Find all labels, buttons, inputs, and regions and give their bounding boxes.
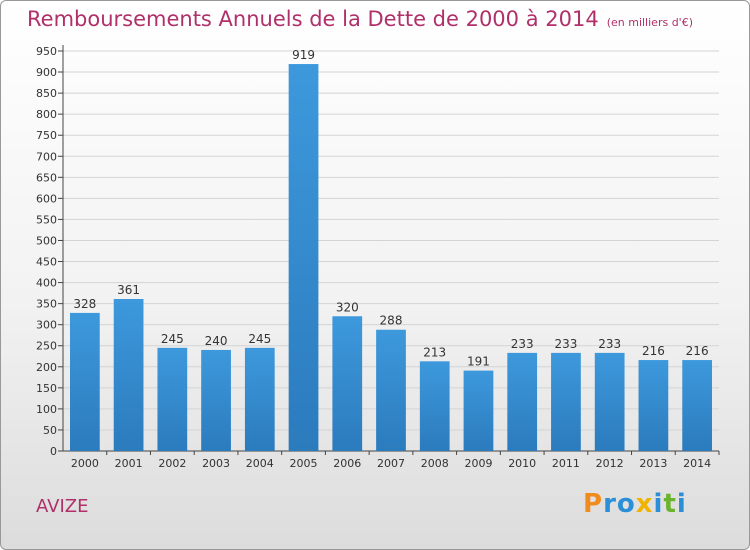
bar: [244, 347, 275, 451]
y-tick-label: 250: [36, 340, 57, 353]
data-label: 288: [380, 314, 403, 328]
bar: [594, 352, 625, 451]
x-tick-label: 2014: [683, 457, 711, 470]
y-tick-label: 100: [36, 403, 57, 416]
data-label: 240: [205, 334, 228, 348]
logo-letter: P: [583, 489, 604, 519]
y-tick-label: 400: [36, 277, 57, 290]
y-tick-label: 600: [36, 192, 57, 205]
y-tick-label: 550: [36, 213, 57, 226]
bar: [157, 347, 188, 451]
x-tick-label: 2011: [552, 457, 580, 470]
y-tick-label: 800: [36, 108, 57, 121]
y-tick-label: 50: [43, 424, 57, 437]
data-label: 191: [467, 355, 490, 369]
x-tick-label: 2003: [202, 457, 230, 470]
bar: [463, 370, 494, 451]
data-label: 328: [73, 297, 96, 311]
x-tick-label: 2008: [421, 457, 449, 470]
proxiti-logo[interactable]: Proxiti: [583, 489, 687, 519]
logo-letter: i: [676, 489, 687, 519]
y-tick-label: 200: [36, 361, 57, 374]
data-label: 361: [117, 283, 140, 297]
x-tick-label: 2000: [71, 457, 99, 470]
data-labels: 328 361 245 240 245 919 320 288 213 191 233 233 233 2…: [73, 48, 708, 369]
x-tick-label: 2007: [377, 457, 405, 470]
data-label: 233: [511, 337, 534, 351]
x-tick-label: 2005: [290, 457, 318, 470]
y-tick-label: 150: [36, 382, 57, 395]
y-tick-label: 750: [36, 129, 57, 142]
y-tick-label: 700: [36, 150, 57, 163]
data-label: 245: [248, 332, 271, 346]
title-text: Remboursements Annuels de la Dette de 20…: [27, 7, 599, 31]
place-name: AVIZE: [36, 496, 89, 517]
data-label: 216: [642, 344, 665, 358]
y-tick-label: 450: [36, 256, 57, 269]
x-tick-label: 2010: [508, 457, 536, 470]
bar: [69, 312, 100, 451]
x-tick-label: 2001: [115, 457, 143, 470]
logo-letter: t: [663, 489, 677, 519]
x-tick-label: 2006: [333, 457, 361, 470]
chart-title: Remboursements Annuels de la Dette de 20…: [27, 7, 693, 31]
y-tick-label: 0: [50, 445, 57, 458]
x-tick-label: 2002: [158, 457, 186, 470]
bar: [201, 349, 231, 451]
y-tick-label: 500: [36, 234, 57, 247]
y-tick-label: 900: [36, 66, 57, 79]
logo-letter: r: [603, 489, 617, 519]
data-label: 213: [423, 345, 446, 359]
bar: [332, 316, 363, 451]
y-tick-label: 950: [36, 45, 57, 58]
bar: [638, 360, 669, 451]
bar: [288, 64, 319, 452]
x-tick-label: 2004: [246, 457, 274, 470]
bar: [113, 299, 144, 451]
logo-letter: x: [635, 489, 654, 519]
bar: [507, 352, 538, 451]
x-tick-label: 2009: [464, 457, 492, 470]
bar: [376, 329, 406, 451]
bars: [69, 64, 713, 452]
bar: [682, 360, 713, 451]
data-label: 233: [598, 337, 621, 351]
y-tick-label: 650: [36, 171, 57, 184]
axes: 0 50 100 150 200 250 300 350 400 450 500 550 600 650 7…: [36, 45, 720, 470]
logo-letter: i: [653, 489, 664, 519]
title-unit: (en milliers d'€): [606, 16, 693, 29]
data-label: 245: [161, 332, 184, 346]
data-label: 320: [336, 300, 359, 314]
y-tick-label: 350: [36, 298, 57, 311]
x-tick-label: 2013: [639, 457, 667, 470]
x-tick-label: 2012: [596, 457, 624, 470]
y-tick-label: 850: [36, 87, 57, 100]
bar: [419, 361, 450, 451]
y-tick-label: 300: [36, 319, 57, 332]
data-label: 216: [686, 344, 709, 358]
data-label: 233: [554, 337, 577, 351]
bar: [551, 352, 581, 451]
logo-letter: o: [616, 489, 636, 519]
data-label: 919: [292, 48, 315, 62]
